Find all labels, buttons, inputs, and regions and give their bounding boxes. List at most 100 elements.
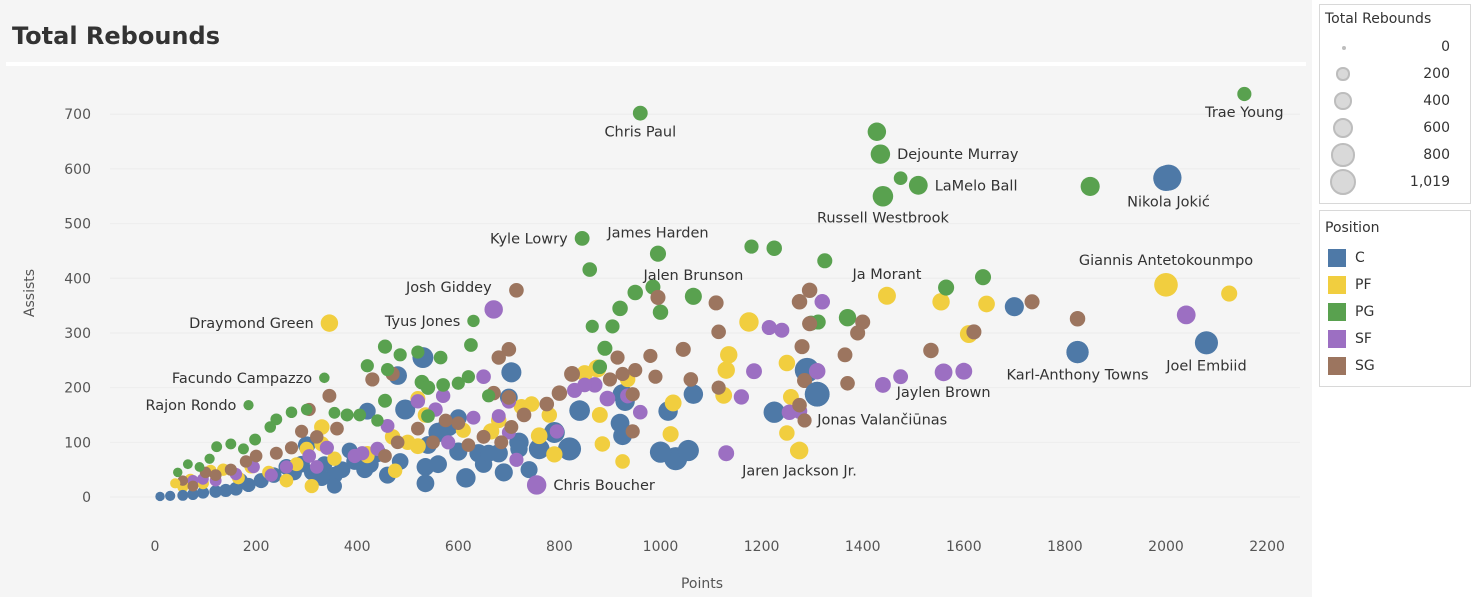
data-point[interactable] <box>677 439 699 462</box>
data-point[interactable] <box>377 339 393 354</box>
data-point-labeled[interactable] <box>484 300 503 319</box>
data-point[interactable] <box>204 453 215 464</box>
data-point-labeled[interactable] <box>243 400 254 411</box>
data-point[interactable] <box>708 295 724 311</box>
data-point[interactable] <box>289 457 304 472</box>
data-point[interactable] <box>436 378 450 392</box>
data-point[interactable] <box>717 361 735 379</box>
data-point[interactable] <box>196 486 210 499</box>
data-point-labeled[interactable] <box>319 372 330 384</box>
data-point[interactable] <box>711 380 726 395</box>
data-point-labeled[interactable] <box>1237 86 1252 102</box>
data-point[interactable] <box>238 443 249 455</box>
data-point[interactable] <box>649 441 672 463</box>
data-point[interactable] <box>643 348 658 364</box>
data-point[interactable] <box>577 377 592 393</box>
data-point[interactable] <box>451 416 466 431</box>
data-point[interactable] <box>353 408 367 422</box>
data-point[interactable] <box>365 372 380 387</box>
data-point[interactable] <box>182 459 193 470</box>
data-point[interactable] <box>794 339 810 355</box>
data-point[interactable] <box>520 461 538 479</box>
data-point[interactable] <box>310 430 324 444</box>
data-point[interactable] <box>482 389 496 403</box>
data-point[interactable] <box>494 463 513 482</box>
data-point[interactable] <box>615 454 630 469</box>
data-point[interactable] <box>569 400 590 421</box>
data-point[interactable] <box>808 362 826 380</box>
data-point-labeled[interactable] <box>649 245 667 262</box>
data-point[interactable] <box>599 390 616 407</box>
color-legend-item-pg[interactable]: PG <box>1320 299 1468 326</box>
data-point[interactable] <box>546 446 563 463</box>
data-point[interactable] <box>429 455 447 474</box>
color-legend[interactable]: Position C PF PG SF SG <box>1319 210 1471 387</box>
data-point[interactable] <box>802 316 818 332</box>
data-point[interactable] <box>893 369 909 385</box>
data-point[interactable] <box>411 345 425 359</box>
data-point[interactable] <box>1004 297 1024 317</box>
data-point[interactable] <box>509 283 524 298</box>
data-point-labeled[interactable] <box>526 475 547 495</box>
data-point[interactable] <box>501 390 517 405</box>
data-point[interactable] <box>438 413 453 428</box>
data-point[interactable] <box>539 396 555 412</box>
data-point[interactable] <box>838 308 857 327</box>
data-point[interactable] <box>591 407 608 423</box>
data-point[interactable] <box>476 369 491 385</box>
data-point[interactable] <box>605 319 620 334</box>
data-point[interactable] <box>978 295 995 313</box>
data-point[interactable] <box>528 438 550 460</box>
data-point[interactable] <box>501 342 517 357</box>
data-point[interactable] <box>587 377 603 393</box>
data-point[interactable] <box>491 350 506 365</box>
data-point-labeled[interactable] <box>1154 273 1178 297</box>
data-point[interactable] <box>733 389 750 405</box>
data-point[interactable] <box>211 441 223 453</box>
data-point-labeled[interactable] <box>467 314 480 328</box>
data-point[interactable] <box>662 426 679 443</box>
data-point[interactable] <box>774 322 790 338</box>
data-point[interactable] <box>966 324 982 340</box>
data-point[interactable] <box>327 451 342 466</box>
data-point[interactable] <box>224 463 237 476</box>
data-point[interactable] <box>1080 176 1100 196</box>
data-point[interactable] <box>239 455 253 468</box>
color-legend-item-sg[interactable]: SG <box>1320 353 1468 380</box>
data-point[interactable] <box>592 359 608 375</box>
data-point[interactable] <box>194 462 205 472</box>
data-point[interactable] <box>814 294 830 310</box>
data-point[interactable] <box>504 420 519 434</box>
data-point[interactable] <box>421 409 435 423</box>
data-point[interactable] <box>173 467 183 478</box>
data-point[interactable] <box>893 171 908 186</box>
data-point[interactable] <box>923 342 939 359</box>
data-point-labeled[interactable] <box>790 441 809 460</box>
data-point-labeled[interactable] <box>1155 164 1182 191</box>
data-point[interactable] <box>739 312 759 332</box>
data-point[interactable] <box>326 466 343 484</box>
data-point[interactable] <box>480 444 498 462</box>
data-point-labeled[interactable] <box>574 230 590 246</box>
data-point[interactable] <box>170 478 181 489</box>
data-point[interactable] <box>594 436 611 452</box>
data-point[interactable] <box>187 480 199 492</box>
data-point[interactable] <box>322 388 337 403</box>
data-point[interactable] <box>610 350 625 365</box>
data-point[interactable] <box>746 363 762 380</box>
data-point[interactable] <box>778 354 796 372</box>
data-point[interactable] <box>420 380 436 395</box>
data-point[interactable] <box>371 414 384 427</box>
data-point[interactable] <box>1069 311 1086 327</box>
data-point[interactable] <box>319 440 334 455</box>
data-point[interactable] <box>683 372 699 387</box>
data-point[interactable] <box>387 463 403 478</box>
data-point-labeled[interactable] <box>870 144 891 164</box>
data-point[interactable] <box>530 427 548 445</box>
data-point[interactable] <box>797 373 813 389</box>
data-point[interactable] <box>627 284 643 301</box>
data-point-labeled[interactable] <box>804 381 830 407</box>
data-point[interactable] <box>509 452 524 467</box>
data-point[interactable] <box>187 488 199 501</box>
data-point[interactable] <box>400 434 416 451</box>
